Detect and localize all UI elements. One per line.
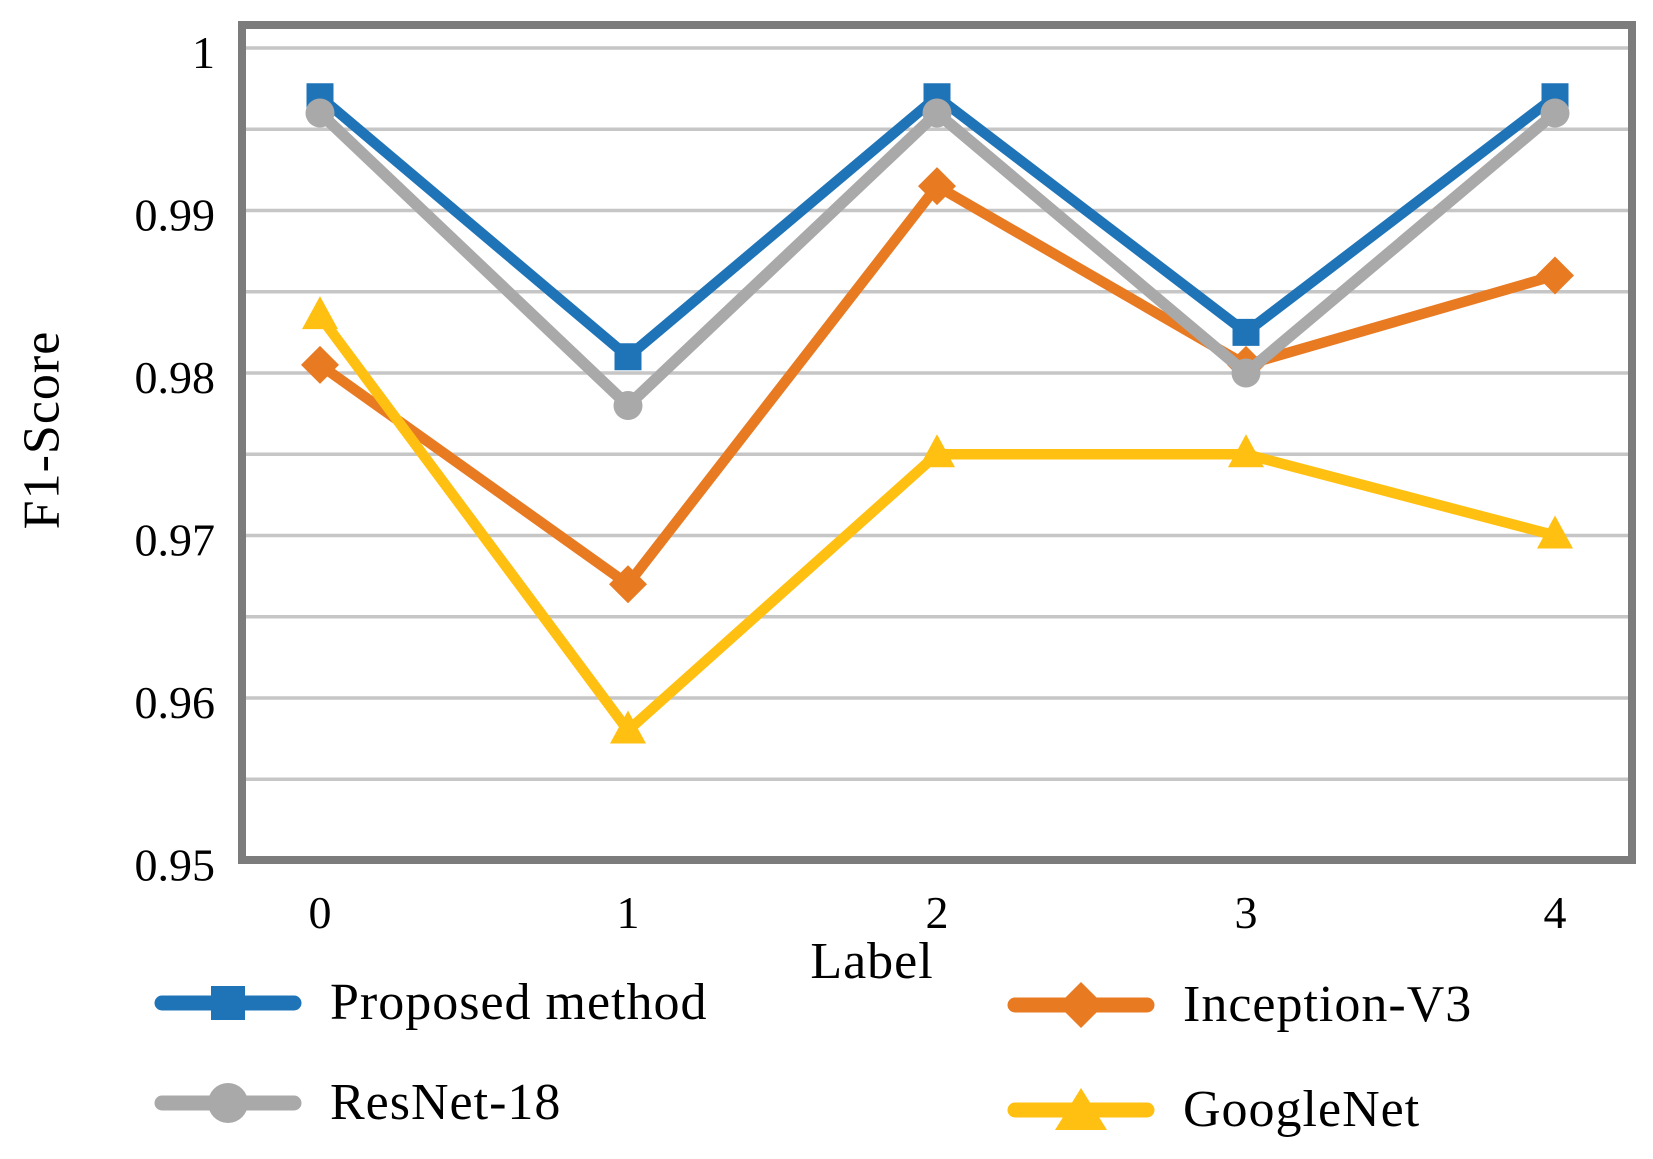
y-tick-label: 0.97: [135, 515, 216, 566]
legend-swatch-circle-icon: [154, 1083, 302, 1123]
legend-item-googlenet: GoogleNet: [1006, 1082, 1420, 1138]
plot-border: [238, 21, 1636, 864]
legend-item-inception-v3: Inception-V3: [1006, 977, 1472, 1033]
legend-label-resnet-18: ResNet-18: [330, 1074, 562, 1131]
legend-item-resnet-18: ResNet-18: [153, 1075, 561, 1131]
y-tick-label: 0.95: [135, 840, 216, 891]
series-marker-inception-v3: [1536, 256, 1574, 295]
series-marker-inception-v3: [301, 345, 339, 384]
y-tick-label: 0.96: [135, 677, 216, 728]
legend-swatch-square-icon: [154, 986, 302, 1020]
legend-swatch-triangle-icon: [1007, 1088, 1155, 1130]
x-tick-label: 0: [309, 887, 332, 938]
series-marker-googlenet: [1537, 515, 1573, 549]
series-line-googlenet: [314, 310, 1561, 736]
legend-item-proposed-method: Proposed method: [153, 975, 708, 1031]
series-marker-googlenet: [1228, 434, 1264, 468]
series-marker-googlenet: [610, 710, 646, 744]
series-marker-proposed-method: [1232, 318, 1260, 346]
series-marker-proposed-method: [614, 343, 642, 371]
x-tick-label: 4: [1544, 887, 1567, 938]
x-tick-label: 1: [617, 887, 640, 938]
series-marker-resnet-18: [613, 391, 643, 420]
series-marker-resnet-18: [922, 98, 952, 128]
y-tick-label: 0.99: [135, 190, 216, 241]
series-marker-resnet-18: [1540, 98, 1570, 128]
series-line-inception-v3: [314, 180, 1561, 590]
legend-label-inception-v3: Inception-V3: [1183, 976, 1473, 1033]
series-marker-inception-v3: [609, 565, 647, 604]
series-marker-inception-v3: [918, 167, 956, 206]
legend-label-proposed-method: Proposed method: [330, 974, 708, 1031]
x-axis-title: Label: [810, 933, 934, 990]
series-marker-googlenet: [919, 434, 955, 468]
series-marker-googlenet: [302, 296, 338, 330]
x-tick-label: 3: [1235, 887, 1258, 938]
legend-label-googlenet: GoogleNet: [1183, 1081, 1421, 1138]
y-tick-label: 1: [192, 27, 215, 78]
y-axis-title: F1-Score: [13, 330, 71, 530]
y-tick-label: 0.98: [135, 352, 216, 403]
x-tick-label: 2: [926, 887, 949, 938]
series-marker-resnet-18: [1231, 358, 1261, 388]
legend-swatch-diamond-icon: [1007, 982, 1155, 1028]
series-line-proposed-method: [314, 91, 1561, 362]
series-marker-resnet-18: [305, 98, 335, 128]
